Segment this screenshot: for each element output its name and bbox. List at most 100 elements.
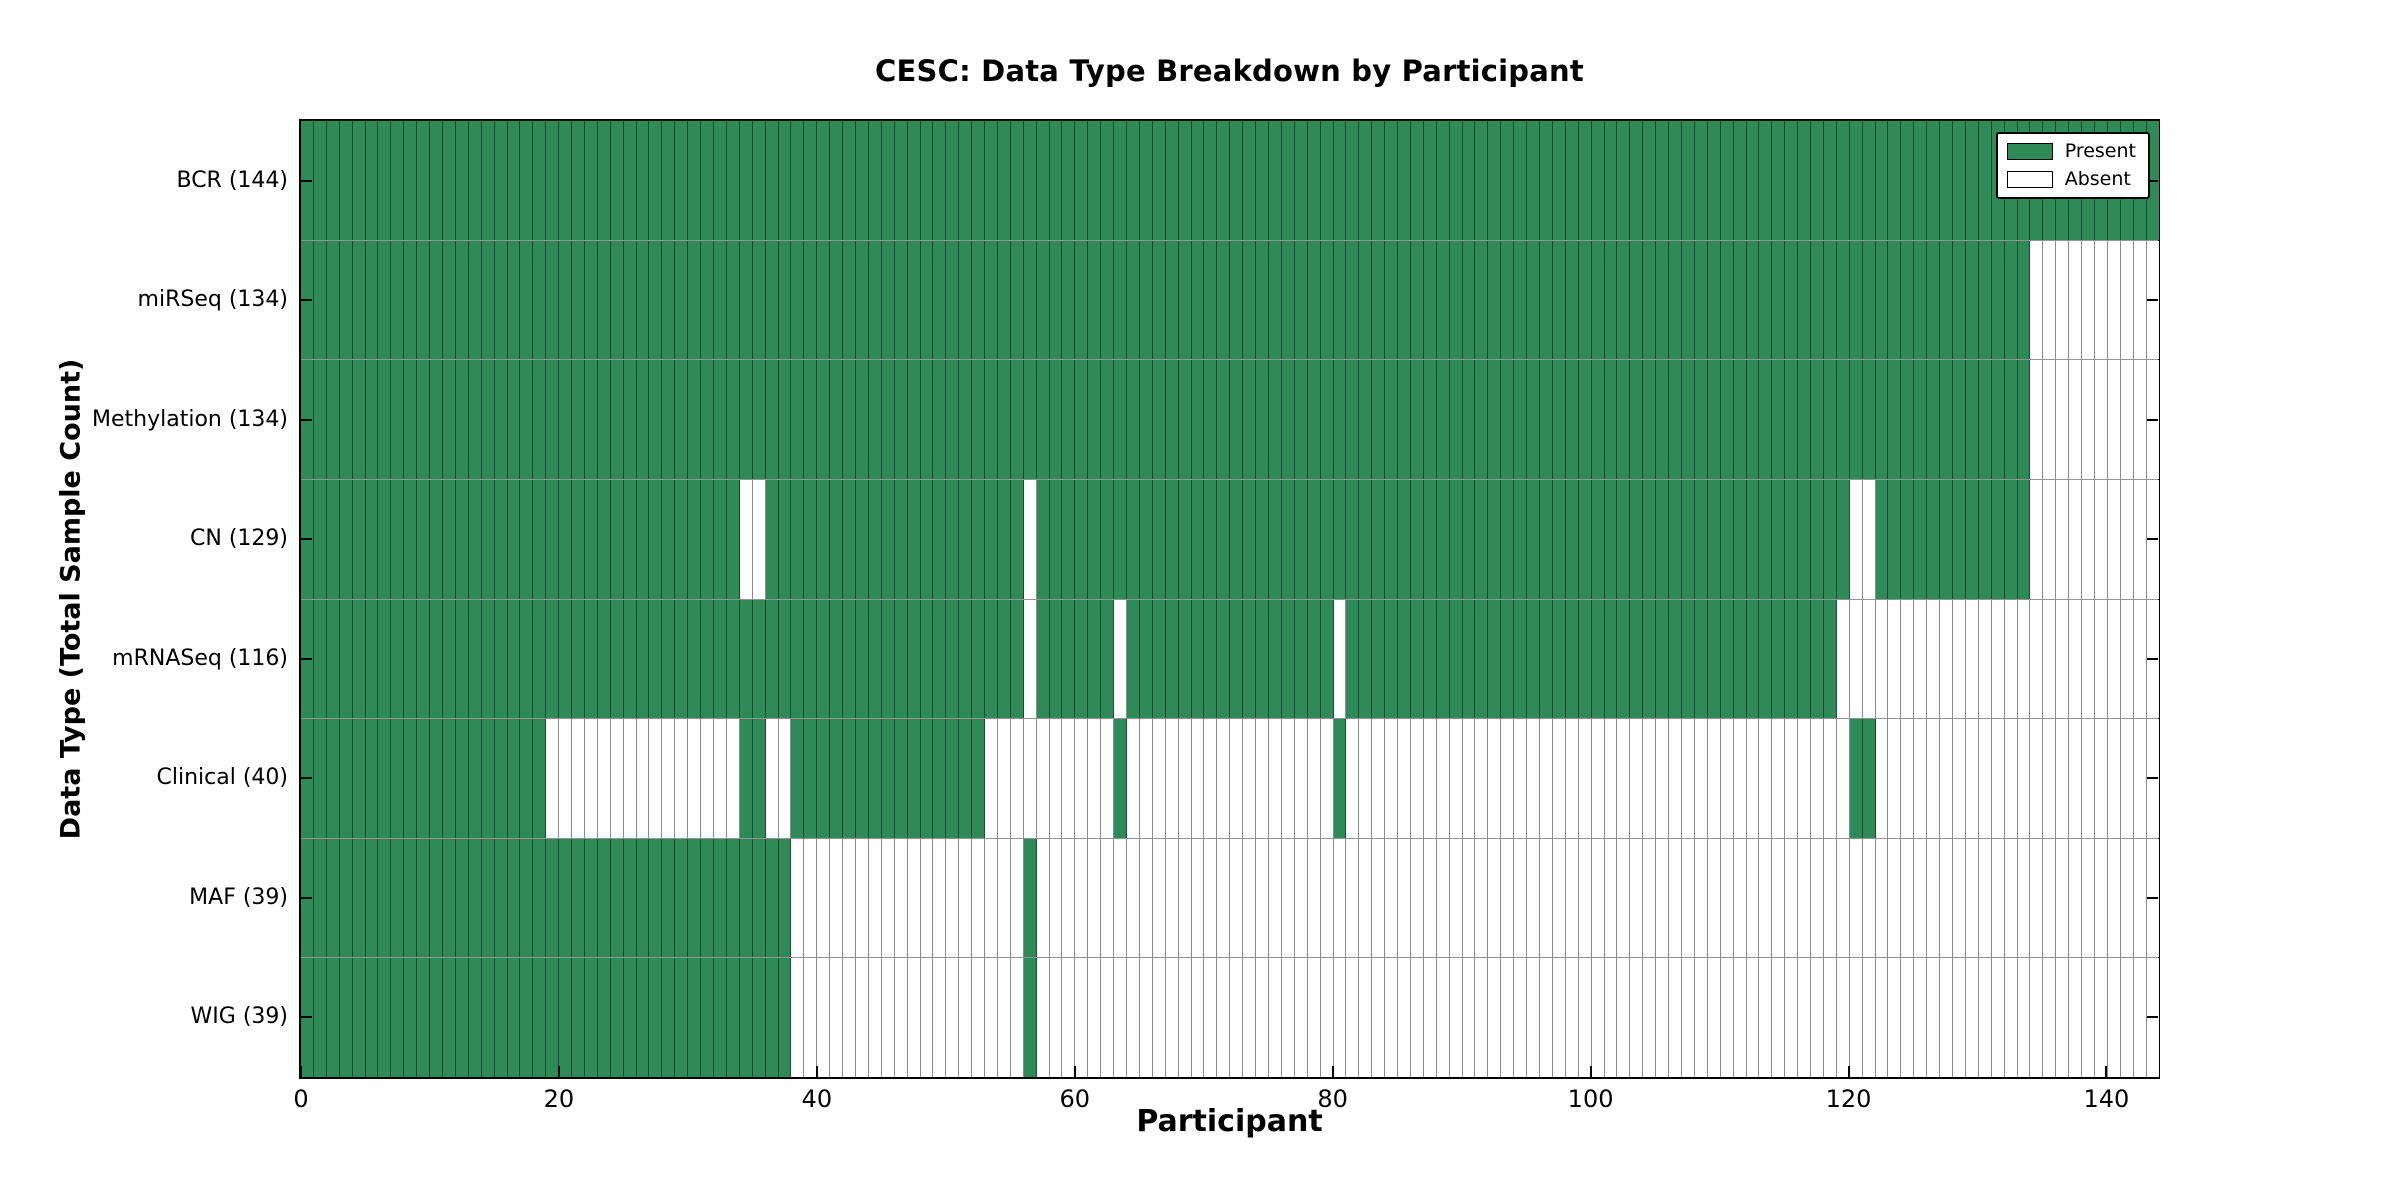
x-tick-mark (815, 1066, 818, 1077)
matrix-cell (933, 958, 947, 1077)
matrix-cell (1462, 360, 1476, 479)
y-tick-label-CN: CN (129) (190, 526, 288, 552)
matrix-cell (933, 240, 947, 360)
matrix-cell (946, 360, 960, 479)
matrix-cell (1127, 838, 1140, 958)
matrix-cell (1501, 240, 1515, 360)
matrix-cell (623, 360, 637, 479)
matrix-cell (1798, 958, 1812, 1077)
matrix-cell (455, 240, 469, 360)
matrix-cell (2133, 240, 2147, 360)
matrix-cell (1669, 958, 1682, 1077)
matrix-cell (1204, 599, 1218, 719)
matrix-cell (572, 838, 585, 958)
matrix-cell (1256, 121, 1269, 240)
matrix-cell (1940, 958, 1953, 1077)
matrix-cell (1746, 958, 1760, 1077)
matrix-cell (1114, 360, 1127, 479)
matrix-cell (1978, 479, 1992, 599)
matrix-cell (649, 121, 663, 240)
matrix-cell (1023, 479, 1037, 599)
matrix-cell (1436, 360, 1450, 479)
matrix-cell (946, 838, 960, 958)
plot-area: Present Absent (299, 119, 2160, 1079)
matrix-cell (868, 838, 882, 958)
matrix-cell (520, 479, 534, 599)
matrix-cell (2030, 719, 2044, 838)
matrix-cell (649, 599, 663, 719)
matrix-cell (997, 958, 1011, 1077)
matrix-cell (1475, 958, 1489, 1077)
matrix-cell (1410, 479, 1424, 599)
matrix-cell (1178, 479, 1192, 599)
matrix-cell (520, 121, 534, 240)
matrix-cell (1488, 719, 1502, 838)
matrix-cell (1346, 599, 1360, 719)
matrix-cell (313, 121, 327, 240)
matrix-cell (1268, 599, 1282, 719)
matrix-cell (1165, 719, 1179, 838)
matrix-cell (572, 958, 585, 1077)
matrix-cell (714, 479, 727, 599)
matrix-cell (1862, 240, 1876, 360)
matrix-cell (2017, 719, 2031, 838)
matrix-cell (1101, 599, 1115, 719)
matrix-cell (1785, 599, 1799, 719)
matrix-cell (1540, 240, 1553, 360)
matrix-cell (1294, 121, 1308, 240)
matrix-cell (1114, 719, 1127, 838)
matrix-cell (1694, 240, 1708, 360)
matrix-cell (2030, 479, 2044, 599)
heatmap-grid (301, 121, 2159, 1077)
matrix-cell (2056, 719, 2070, 838)
matrix-cell (533, 240, 547, 360)
matrix-cell (378, 719, 392, 838)
matrix-cell (1927, 719, 1941, 838)
matrix-cell (1514, 479, 1528, 599)
matrix-cell (2043, 360, 2057, 479)
matrix-cell (1256, 719, 1269, 838)
matrix-cell (804, 360, 818, 479)
matrix-cell (1836, 240, 1850, 360)
matrix-cell (933, 479, 947, 599)
matrix-cell (1256, 240, 1269, 360)
matrix-cell (817, 599, 831, 719)
matrix-cell (1681, 479, 1695, 599)
matrix-cell (1359, 719, 1373, 838)
y-tick-mark (2147, 896, 2158, 899)
matrix-cell (1075, 719, 1089, 838)
matrix-cell (1811, 599, 1824, 719)
matrix-cell (662, 719, 676, 838)
matrix-cell (1927, 360, 1941, 479)
matrix-cell (1385, 719, 1399, 838)
matrix-cell (946, 121, 960, 240)
matrix-cell (1101, 838, 1115, 958)
matrix-cell (1591, 121, 1605, 240)
matrix-cell (1333, 121, 1347, 240)
matrix-cell (1449, 121, 1463, 240)
matrix-cell (868, 479, 882, 599)
matrix-cell (752, 121, 766, 240)
matrix-cell (843, 360, 856, 479)
matrix-cell (1217, 240, 1231, 360)
matrix-cell (1217, 719, 1231, 838)
matrix-cell (430, 838, 443, 958)
matrix-cell (1488, 958, 1502, 1077)
matrix-cell (1462, 121, 1476, 240)
matrix-cell (2082, 360, 2095, 479)
matrix-cell (907, 599, 921, 719)
matrix-cell (313, 479, 327, 599)
matrix-cell (404, 838, 418, 958)
matrix-cell (1062, 958, 1076, 1077)
matrix-cell (455, 838, 469, 958)
matrix-cell (1191, 479, 1205, 599)
matrix-cell (1901, 121, 1915, 240)
matrix-cell (985, 479, 998, 599)
matrix-cell (1953, 958, 1966, 1077)
matrix-cell (1940, 121, 1953, 240)
matrix-cell (1733, 599, 1747, 719)
matrix-cell (972, 719, 986, 838)
matrix-cell (1449, 958, 1463, 1077)
matrix-cell (1449, 719, 1463, 838)
matrix-cell (1578, 121, 1592, 240)
